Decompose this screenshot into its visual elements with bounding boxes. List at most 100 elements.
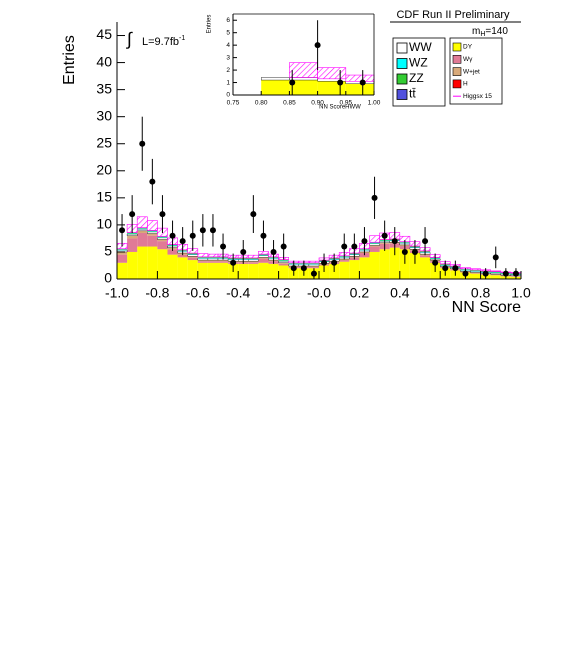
x-tick-label: -0.6 [186,284,210,300]
stack-bar [157,241,168,250]
stack-bar [137,230,148,234]
legend-label: WW [409,40,432,54]
data-point [462,270,469,277]
stack-bar [278,265,289,279]
stack-bar [409,253,420,279]
stack-bar [268,263,279,279]
signal-band [345,74,375,82]
stack-bar [490,272,502,275]
stack-bar [167,254,178,279]
mass-value: =140 [485,26,508,37]
data-point [230,259,237,266]
stack-bar [278,263,289,266]
data-point [512,270,519,277]
stack-bar [127,235,138,239]
y-tick-label: 25 [96,134,112,150]
stack-bar [117,254,128,263]
stack-bar [187,257,198,261]
lumi-label: L=9.7fb-1 [142,35,185,48]
stack-bar [308,267,319,269]
data-point [169,232,176,239]
stack-bar [278,260,289,263]
x-tick-label: 0.8 [471,284,491,300]
y-tick-label: 4 [226,42,230,49]
data-point [321,259,328,266]
stack-bar [157,249,168,279]
data-point [250,211,257,218]
data-point [314,42,321,49]
stack-bar [207,257,218,259]
stack-bar [126,233,138,236]
stack-bar [127,238,138,252]
y-tick-label: 5 [104,243,112,259]
chart-title: CDF Run II Preliminary [396,9,510,21]
legend-label: DY [463,44,473,51]
legend-swatch [452,67,462,76]
stack-bar [470,273,481,274]
stack-bar [117,249,128,251]
stack-bar [258,257,269,259]
signal-band [308,260,320,264]
stack-bar [349,260,360,279]
x-tick-label: -0.0 [307,284,331,300]
stack-bar [470,272,481,274]
stack-bar [127,233,138,234]
y-tick-label: 30 [96,107,112,123]
stack-bar [207,262,218,279]
data-point [411,248,418,255]
stack-bar [248,259,259,262]
legend-swatch [452,42,462,52]
stack-bar [339,261,350,279]
signal-band [197,253,209,258]
y-tick-label: 6 [226,17,230,24]
x-tick-label: -0.4 [226,284,250,300]
data-point [149,178,156,185]
stack-bar [187,253,198,255]
stack-bar [359,253,370,258]
data-point [331,259,338,266]
data-point [401,248,408,255]
data-point [482,270,489,277]
stack-bar [470,270,481,272]
stack-bar [289,77,318,81]
signal-band [147,220,158,231]
legend-label: tt̄ [409,87,416,101]
stack-bar [258,255,269,258]
data-point [159,211,166,218]
data-point [361,238,368,245]
stack-bar [490,271,501,273]
y-tick-label: 3 [226,54,230,61]
stack-bar [147,231,158,232]
x-tick-label: 0.75 [227,100,240,107]
stack-bar [339,260,350,262]
stack-bar [147,233,158,236]
stack-bar [420,255,431,258]
legend-swatch [396,89,408,100]
stack-bar [197,257,208,258]
x-tick-label: -0.2 [267,284,291,300]
legend-label: WZ [409,56,428,70]
data-point [341,243,348,250]
data-point [310,270,317,277]
legend-label: Higgsx 15 [463,93,492,100]
stack-bar [117,262,128,279]
data-point [502,270,509,277]
stack-bar [258,254,269,256]
data-point [359,79,366,86]
data-point [209,227,216,234]
stack-bar [369,246,380,252]
stack-bar [258,262,269,279]
stack-bar [248,258,259,260]
stack-bar [207,261,218,263]
signal-band [470,268,481,271]
stack-bar [490,274,501,275]
data-point [351,243,358,250]
stack-bar [369,251,380,279]
stack-bar [147,235,158,247]
stack-bar [308,264,320,267]
legend-label: W+jet [463,68,480,75]
mass-subscript: H [480,31,485,38]
data-point [452,265,459,272]
stack-bar [127,233,138,235]
